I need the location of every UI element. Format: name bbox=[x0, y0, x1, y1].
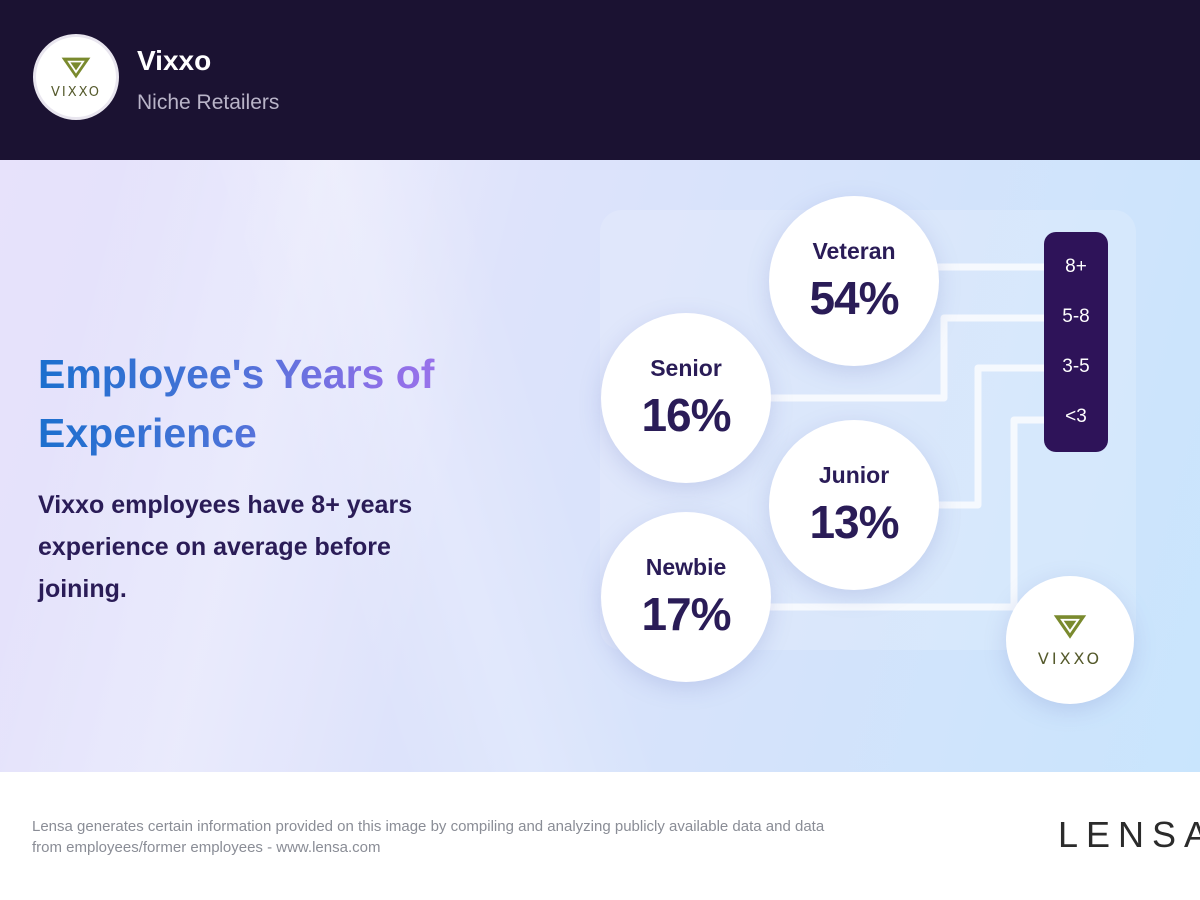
company-name: Vixxo bbox=[137, 45, 212, 76]
connector-newbie bbox=[766, 416, 1048, 611]
level-percentage: 16% bbox=[641, 388, 731, 441]
vixxo-v-logo-icon bbox=[61, 57, 91, 79]
level-bubble-veteran: Veteran 54% bbox=[769, 196, 939, 366]
page-title: Employee's Years of Experience bbox=[38, 345, 508, 463]
level-percentage: 54% bbox=[809, 271, 899, 324]
brand-logo-bubble: VIXXO bbox=[1006, 576, 1134, 704]
level-bubble-junior: Junior 13% bbox=[769, 420, 939, 590]
level-label: Junior bbox=[818, 461, 890, 488]
vixxo-v-logo-icon bbox=[1053, 614, 1087, 639]
main-section: Employee's Years of Experience Vixxo emp… bbox=[0, 160, 1200, 772]
level-bubble-senior: Senior 16% bbox=[601, 313, 771, 483]
connector-lines bbox=[766, 263, 1048, 611]
level-bubble-newbie: Newbie 17% bbox=[601, 512, 771, 682]
level-label: Newbie bbox=[645, 553, 727, 580]
lensa-logo: LENSA bbox=[1058, 814, 1200, 855]
range-label: 5-8 bbox=[1062, 306, 1090, 327]
connector-senior bbox=[766, 314, 1048, 402]
level-percentage: 17% bbox=[641, 587, 731, 640]
footer: Lensa generates certain information prov… bbox=[0, 772, 1200, 900]
page-subtitle: Vixxo employees have 8+ years experience… bbox=[38, 491, 413, 603]
footer-disclaimer: Lensa generates certain information prov… bbox=[32, 818, 825, 856]
company-logo: VIXXO bbox=[33, 34, 119, 120]
company-logo-text: VIXXO bbox=[51, 85, 101, 100]
level-percentage: 13% bbox=[809, 495, 899, 548]
company-industry: Niche Retailers bbox=[137, 91, 280, 114]
header: VIXXO Vixxo Niche Retailers bbox=[0, 0, 1200, 160]
years-range-bar: 8+ 5-8 3-5 <3 bbox=[1044, 232, 1108, 452]
range-label: <3 bbox=[1065, 406, 1087, 427]
level-label: Veteran bbox=[812, 237, 896, 264]
brand-logo-text: VIXXO bbox=[1037, 648, 1103, 668]
level-label: Senior bbox=[650, 354, 722, 381]
range-label: 8+ bbox=[1065, 256, 1087, 277]
range-label: 3-5 bbox=[1062, 356, 1090, 377]
connector-junior bbox=[934, 364, 1048, 509]
